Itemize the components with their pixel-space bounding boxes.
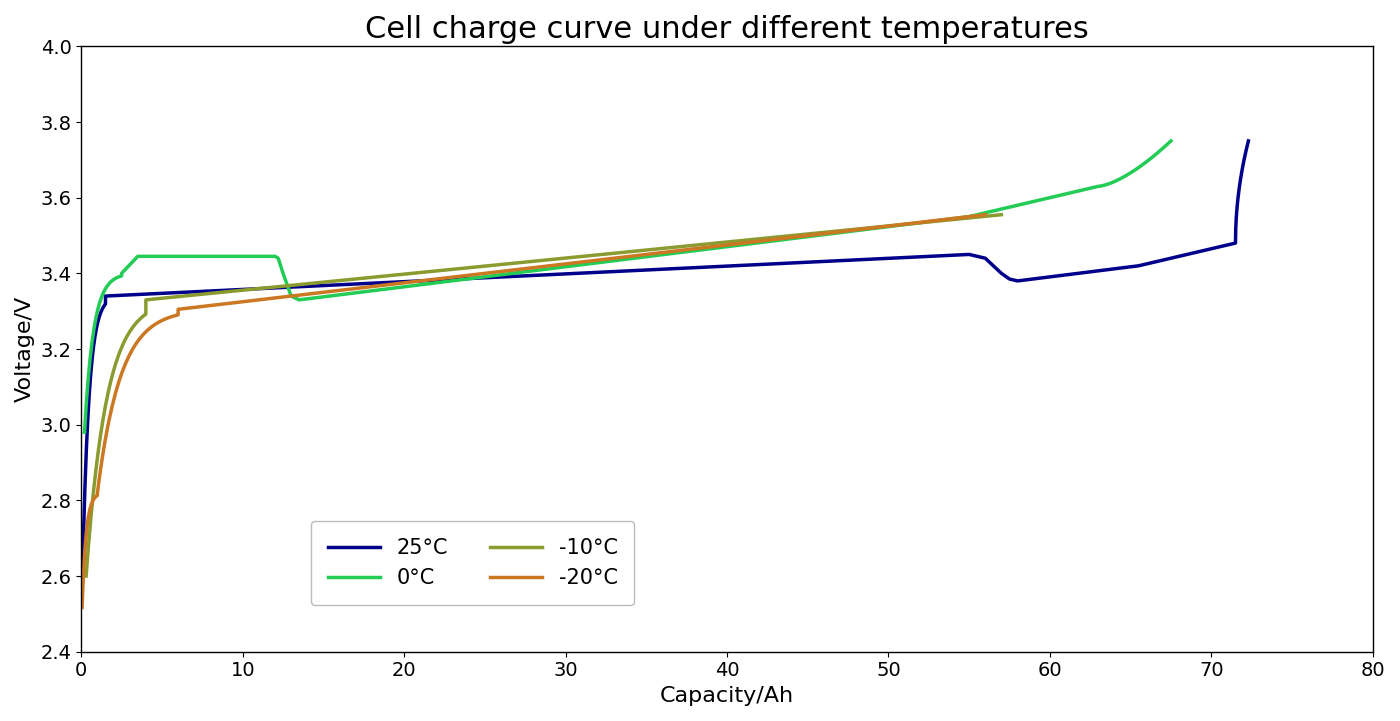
Legend: 25°C, 0°C, -10°C, -20°C: 25°C, 0°C, -10°C, -20°C [311, 521, 634, 605]
X-axis label: Capacity/Ah: Capacity/Ah [659, 686, 794, 706]
Y-axis label: Voltage/V: Voltage/V [15, 296, 35, 402]
Title: Cell charge curve under different temperatures: Cell charge curve under different temper… [365, 15, 1089, 44]
